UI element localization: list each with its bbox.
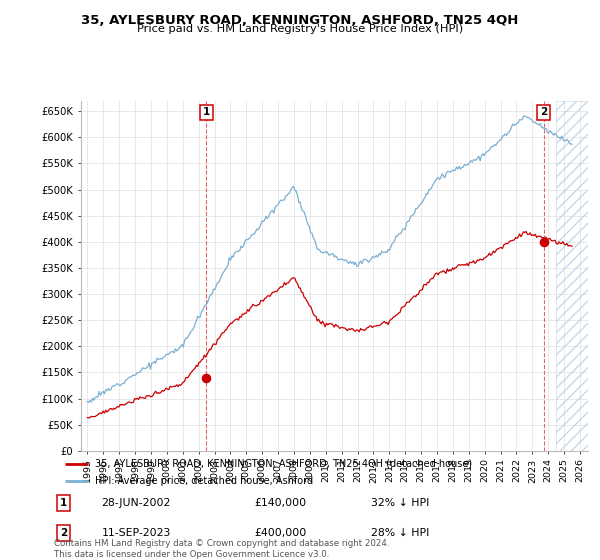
Text: HPI: Average price, detached house, Ashford: HPI: Average price, detached house, Ashf… <box>95 476 313 486</box>
Point <box>539 237 548 246</box>
Point <box>202 373 211 382</box>
Text: 28-JUN-2002: 28-JUN-2002 <box>101 498 171 508</box>
Text: 35, AYLESBURY ROAD, KENNINGTON, ASHFORD, TN25 4QH (detached house): 35, AYLESBURY ROAD, KENNINGTON, ASHFORD,… <box>95 459 472 469</box>
Text: 28% ↓ HPI: 28% ↓ HPI <box>371 528 429 538</box>
Text: 2: 2 <box>540 108 547 117</box>
Text: £400,000: £400,000 <box>254 528 307 538</box>
Text: 2: 2 <box>60 528 67 538</box>
Text: 35, AYLESBURY ROAD, KENNINGTON, ASHFORD, TN25 4QH: 35, AYLESBURY ROAD, KENNINGTON, ASHFORD,… <box>82 14 518 27</box>
Text: 32% ↓ HPI: 32% ↓ HPI <box>371 498 429 508</box>
Text: 1: 1 <box>60 498 67 508</box>
Text: Price paid vs. HM Land Registry's House Price Index (HPI): Price paid vs. HM Land Registry's House … <box>137 24 463 34</box>
Text: 1: 1 <box>203 108 210 117</box>
Text: £140,000: £140,000 <box>254 498 307 508</box>
Text: Contains HM Land Registry data © Crown copyright and database right 2024.
This d: Contains HM Land Registry data © Crown c… <box>54 539 389 559</box>
Text: 11-SEP-2023: 11-SEP-2023 <box>101 528 171 538</box>
